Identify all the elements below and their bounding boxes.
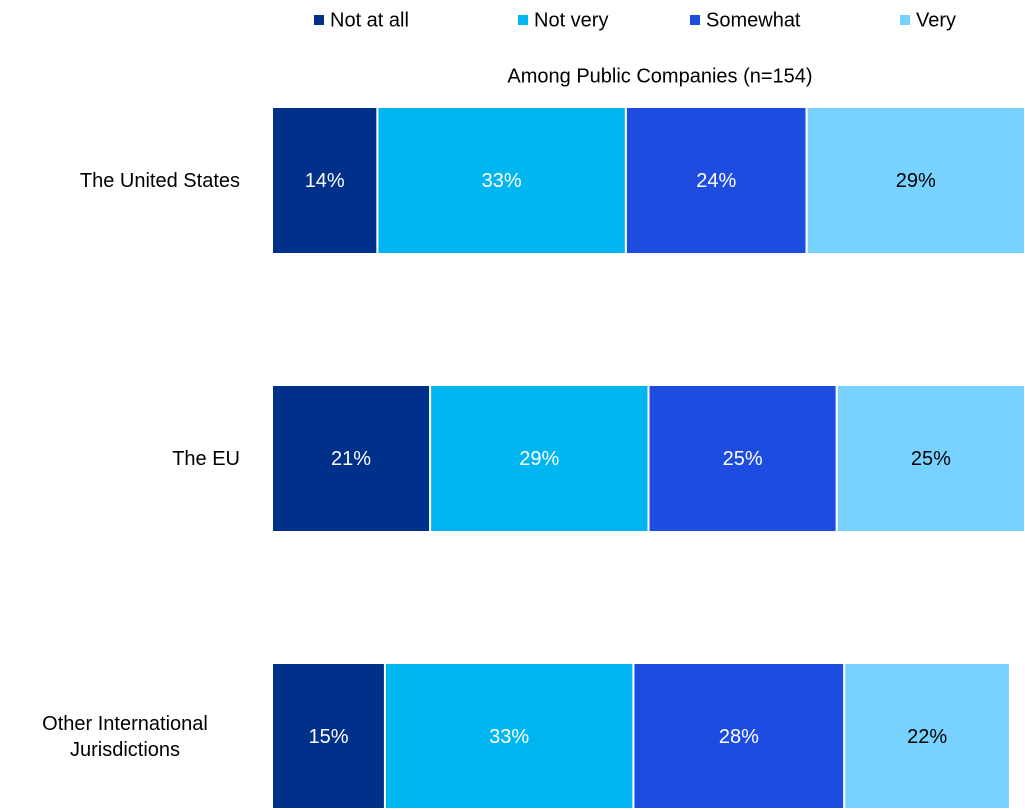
- data-label: 21%: [331, 448, 371, 470]
- bar-segment: [429, 384, 650, 533]
- bar-segment: [624, 106, 808, 255]
- legend-swatch: [314, 15, 324, 25]
- bar-segment: [632, 662, 846, 808]
- data-label: 33%: [489, 726, 529, 748]
- data-label: 25%: [911, 448, 951, 470]
- category-text: The United States: [79, 169, 240, 192]
- data-label: 24%: [696, 170, 736, 192]
- category-label: The United States: [0, 107, 240, 254]
- legend-swatch: [690, 15, 700, 25]
- data-label: 29%: [896, 170, 936, 192]
- bar-segment: [271, 106, 379, 255]
- bar-segment: [843, 662, 1011, 808]
- data-label: 29%: [519, 448, 559, 470]
- bar-segment: [383, 662, 635, 808]
- data-label: 14%: [305, 170, 345, 192]
- bar-segment: [271, 662, 386, 808]
- legend-label: Not at all: [330, 9, 409, 31]
- category-label: The EU: [0, 385, 240, 532]
- bar-segment: [805, 106, 1025, 255]
- legend-swatch: [900, 15, 910, 25]
- legend-swatch: [518, 15, 528, 25]
- category-text: Other International Jurisdictions: [42, 712, 208, 761]
- legend-label: Somewhat: [706, 9, 801, 31]
- bar-segment: [376, 106, 627, 255]
- data-label: 33%: [482, 170, 522, 192]
- bar-segment: [835, 384, 1025, 533]
- data-label: 22%: [907, 726, 947, 748]
- data-label: 25%: [723, 448, 763, 470]
- legend-label: Not very: [534, 9, 608, 31]
- bar-segment: [647, 384, 838, 533]
- data-label: 28%: [719, 726, 759, 748]
- category-text: The EU: [172, 447, 240, 470]
- legend-label: Very: [916, 9, 956, 31]
- category-label: Other International Jurisdictions: [0, 663, 240, 810]
- bar-segment: [271, 384, 432, 533]
- data-label: 15%: [308, 726, 348, 748]
- chart-subtitle: Among Public Companies (n=154): [507, 65, 812, 87]
